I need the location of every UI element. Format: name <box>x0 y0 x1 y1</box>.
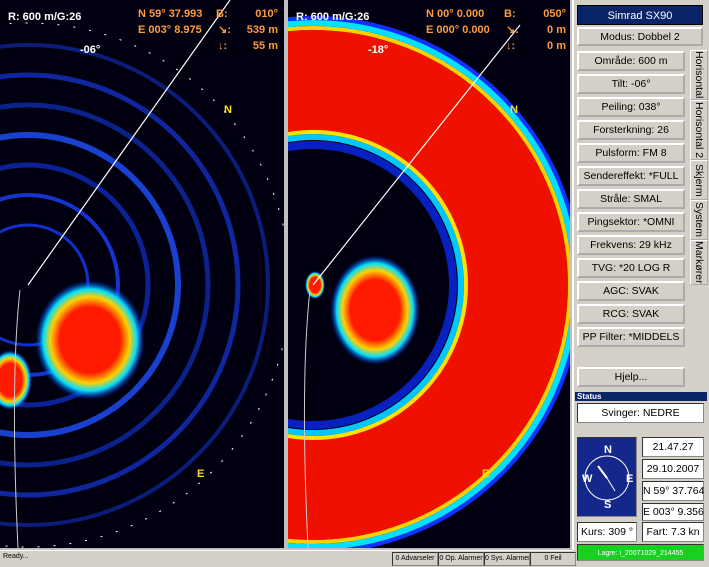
setting-button[interactable]: Sendereffekt: *FULL <box>577 166 685 186</box>
ready-text: Ready... <box>3 553 29 560</box>
ring-label: E <box>197 468 204 480</box>
speed: Fart: 7.3 kn <box>642 522 704 542</box>
setting-button[interactable]: Forsterkning: 26 <box>577 120 685 140</box>
range: 0 m <box>547 24 566 36</box>
setting-button[interactable]: Peiling: 038° <box>577 97 685 117</box>
compass-letter: E <box>626 473 633 485</box>
setting-button[interactable]: TVG: *20 LOG R <box>577 258 685 278</box>
longitude: E 003° 9.356 <box>642 503 704 521</box>
view-tab[interactable]: Horisontal 2 <box>690 100 708 160</box>
bearing: 050° <box>543 8 566 20</box>
time: 21.47.27 <box>642 437 704 457</box>
mode-button[interactable]: Modus: Dobbel 2 <box>577 27 703 46</box>
depth: 55 m <box>253 40 278 52</box>
status-header: Status <box>575 392 707 401</box>
alarm-counter[interactable]: 0 Op. Alarmer <box>438 552 484 566</box>
range-gain: R: 600 m/G:26 <box>296 11 369 23</box>
depth-icon: ↓: <box>506 40 515 52</box>
compass: N E S W <box>577 437 637 517</box>
compass-letter: N <box>604 444 612 456</box>
transducer: Svinger: NEDRE <box>577 403 704 423</box>
bearing-label: B: <box>216 8 228 20</box>
range-gain: R: 600 m/G:26 <box>8 11 81 23</box>
view-tab[interactable]: Markører <box>690 240 708 285</box>
setting-button[interactable]: Stråle: SMAL <box>577 189 685 209</box>
tilt: -18° <box>368 44 388 56</box>
bearing-label: B: <box>504 8 516 20</box>
view-tab[interactable]: System <box>690 200 708 240</box>
latitude: N 00° 0.000 <box>426 8 484 20</box>
ring-label: N <box>510 104 518 116</box>
alarm-counter[interactable]: 0 Feil <box>530 552 576 566</box>
compass-rose: N E S W <box>582 444 633 511</box>
latitude: N 59° 37.993 <box>138 8 202 20</box>
range-icon: ↘: <box>218 24 231 36</box>
latitude: N 59° 37.764 <box>642 481 704 501</box>
longitude: E 003° 8.975 <box>138 24 202 36</box>
setting-button[interactable]: RCG: SVAK <box>577 304 685 324</box>
record-indicator: Lagre: i_20071029_214455 <box>577 544 704 561</box>
app-title: Simrad SX90 <box>577 5 703 25</box>
alarm-counter[interactable]: 0 Advarseler <box>392 552 438 566</box>
setting-button[interactable]: Frekvens: 29 kHz <box>577 235 685 255</box>
view-tab[interactable]: Skjerm <box>690 160 708 200</box>
depth-icon: ↓: <box>218 40 227 52</box>
longitude: E 000° 0.000 <box>426 24 490 36</box>
compass-letter: S <box>604 499 611 511</box>
sonar-views: R: 600 m/G:26 N 59° 37.993 E 003° 8.975 B: 0… <box>0 0 572 550</box>
depth: 0 m <box>547 40 566 52</box>
alarm-counter[interactable]: 0 Sys. Alarmer <box>484 552 530 566</box>
setting-button[interactable]: Pingsektor: *OMNI <box>577 212 685 232</box>
bearing: 010° <box>255 8 278 20</box>
setting-button[interactable]: Tilt: -06° <box>577 74 685 94</box>
range-icon: ↘: <box>506 24 519 36</box>
help-button[interactable]: Hjelp... <box>577 367 685 387</box>
setting-button[interactable]: Område: 600 m <box>577 51 685 71</box>
date: 29.10.2007 <box>642 459 704 479</box>
course: Kurs: 309 ° <box>577 522 637 542</box>
status-bar <box>0 550 572 567</box>
ring-label: N <box>224 104 232 116</box>
ring-label: E <box>482 468 489 480</box>
tilt: -06° <box>80 44 100 56</box>
view-tab[interactable]: Horisontal <box>690 50 708 100</box>
setting-button[interactable]: Pulsform: FM 8 <box>577 143 685 163</box>
compass-letter: W <box>582 473 593 485</box>
setting-button[interactable]: AGC: SVAK <box>577 281 685 301</box>
setting-button[interactable]: PP Filter: *MIDDELS <box>577 327 685 347</box>
range: 539 m <box>247 24 278 36</box>
